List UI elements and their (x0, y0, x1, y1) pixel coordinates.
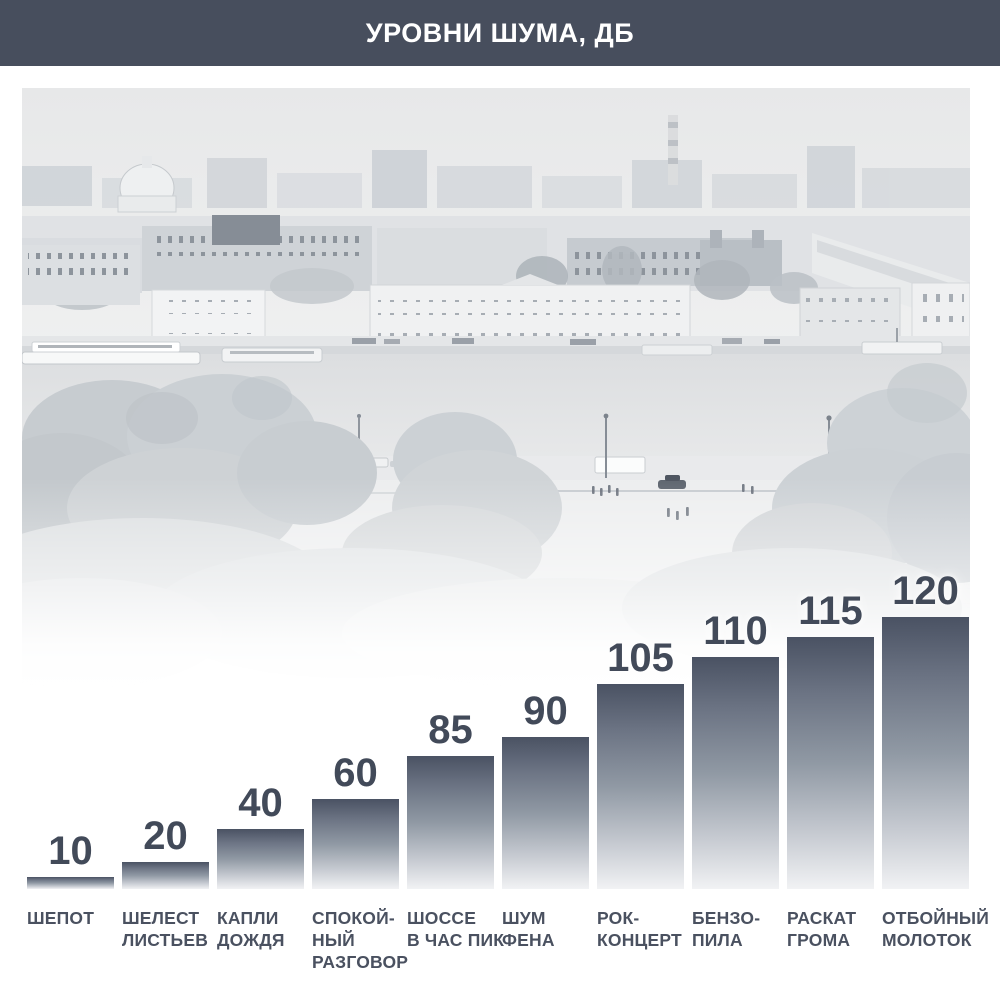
bar (882, 617, 969, 889)
bar (122, 862, 209, 889)
noise-bar-chart: 10 ШЕПОТ 20 ШЕЛЕСТ ЛИСТЬЕВ 40 КАПЛИ ДОЖДЯ 60 СП… (27, 559, 989, 972)
bar-value-label: 10 (48, 829, 93, 873)
bar (787, 637, 874, 889)
dome-building (117, 156, 177, 213)
header-bar: УРОВНИ ШУМА, ДБ (0, 0, 1000, 66)
bar-category-label: ШЕЛЕСТ ЛИСТЬЕВ (122, 908, 209, 950)
bar-value-label: 20 (143, 814, 188, 858)
bar-value-label: 105 (607, 636, 674, 680)
bar-value-label: 115 (798, 589, 863, 633)
bar-category-label: БЕНЗО- ПИЛА (692, 908, 761, 950)
distant-skyline (22, 115, 970, 208)
bar-column: 20 ШЕЛЕСТ ЛИСТЬЕВ (122, 559, 209, 950)
bar-column: 105 РОК- КОНЦЕРТ (597, 559, 684, 950)
bar (217, 829, 304, 889)
bar-category-label: РОК- КОНЦЕРТ (597, 908, 682, 950)
bar-category-label: КАПЛИ ДОЖДЯ (217, 908, 285, 950)
bar-column: 115 РАСКАТ ГРОМА (787, 559, 874, 950)
bar-value-label: 85 (428, 708, 473, 752)
bar-column: 90 ШУМ ФЕНА (502, 559, 589, 950)
bar-category-label: ШУМ ФЕНА (502, 908, 555, 950)
bar-column: 40 КАПЛИ ДОЖДЯ (217, 559, 304, 950)
quay-road (22, 336, 970, 354)
bar (407, 756, 494, 889)
bar-category-label: СПОКОЙ- НЫЙ РАЗГОВОР (312, 908, 409, 972)
bar-category-label: РАСКАТ ГРОМА (787, 908, 857, 950)
bar-column: 110 БЕНЗО- ПИЛА (692, 559, 779, 950)
bar (597, 684, 684, 889)
boats (22, 328, 943, 365)
bar-value-label: 40 (238, 781, 283, 825)
bar (502, 737, 589, 889)
bar-value-label: 110 (703, 609, 768, 653)
bar-column: 85 ШОССЕ В ЧАС ПИК (407, 559, 504, 950)
bar-category-label: ОТБОЙНЫЙ МОЛОТОК (882, 908, 990, 950)
bar-value-label: 60 (333, 751, 378, 795)
bar-column: 60 СПОКОЙ- НЫЙ РАЗГОВОР (312, 559, 408, 972)
chimney (668, 115, 678, 185)
bar (312, 799, 399, 889)
bar-column: 10 ШЕПОТ (27, 559, 114, 928)
bar (692, 657, 779, 889)
bar (27, 877, 114, 889)
embankment-buildings (22, 245, 970, 347)
bar-column: 120 ОТБОЙНЫЙ МОЛОТОК (882, 559, 989, 950)
bar-category-label: ШОССЕ В ЧАС ПИК (407, 908, 505, 950)
bar-value-label: 90 (523, 689, 568, 733)
bar-category-label: ШЕПОТ (27, 908, 95, 928)
bar-value-label: 120 (892, 569, 959, 613)
infographic-title: УРОВНИ ШУМА, ДБ (365, 17, 635, 48)
